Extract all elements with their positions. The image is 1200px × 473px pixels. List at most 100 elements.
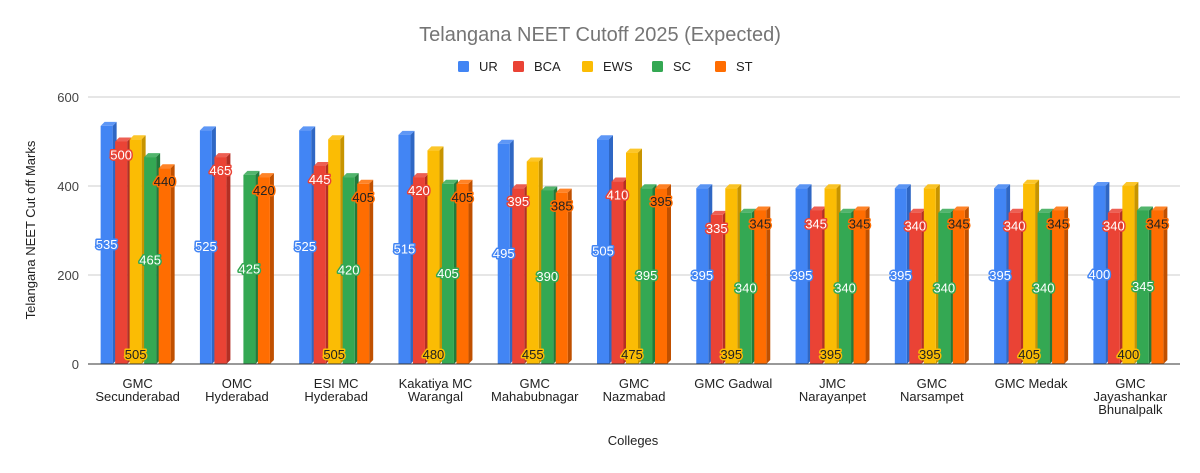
legend: UR BCA EWS SC ST bbox=[458, 59, 753, 74]
data-label-st: 405 bbox=[452, 190, 474, 205]
bar-ews bbox=[1023, 179, 1040, 364]
data-label-ur: 505 bbox=[592, 244, 614, 259]
bar-ews bbox=[526, 157, 543, 364]
legend-label: EWS bbox=[603, 59, 633, 74]
legend-label: UR bbox=[479, 59, 498, 74]
data-label-ews: 395 bbox=[820, 347, 842, 362]
data-label-sc: 465 bbox=[139, 253, 161, 268]
legend-item-bca[interactable]: BCA bbox=[513, 59, 561, 74]
data-label-bca: 340 bbox=[904, 219, 926, 234]
data-label-ur: 395 bbox=[989, 268, 1011, 283]
data-label-ews: 395 bbox=[720, 347, 742, 362]
data-label-ur: 525 bbox=[294, 239, 316, 254]
bar-bca bbox=[313, 161, 330, 364]
x-tick-label: GMC Secunderabad bbox=[95, 376, 180, 404]
data-label-bca: 445 bbox=[309, 172, 331, 187]
data-labels: 535 500 505 465 440 525 465 425 420 525 445 505 420 4… bbox=[94, 146, 1169, 364]
legend-swatch bbox=[652, 61, 663, 72]
data-label-sc: 420 bbox=[338, 263, 360, 278]
x-tick-label: Kakatiya MC Warangal bbox=[399, 376, 473, 404]
data-label-bca: 410 bbox=[607, 188, 629, 203]
bar-st bbox=[257, 173, 274, 364]
bar-group bbox=[398, 130, 473, 364]
data-label-bca: 345 bbox=[805, 216, 827, 231]
x-tick-label: GMC Narsampet bbox=[900, 376, 964, 404]
data-label-sc: 405 bbox=[437, 266, 459, 281]
data-label-ews: 475 bbox=[621, 347, 643, 362]
x-tick-label: GMC Mahabubnagar bbox=[491, 376, 579, 404]
bar-ews bbox=[725, 184, 742, 364]
legend-item-ews[interactable]: EWS bbox=[582, 59, 633, 74]
data-label-ur: 495 bbox=[493, 246, 515, 261]
x-tick-label: GMC Gadwal bbox=[694, 376, 772, 391]
chart-title: Telangana NEET Cutoff 2025 (Expected) bbox=[419, 24, 781, 46]
bar-ews bbox=[626, 148, 642, 364]
data-label-ews: 455 bbox=[522, 347, 544, 362]
legend-label: SC bbox=[673, 59, 691, 74]
bar-group bbox=[597, 135, 671, 364]
y-tick-label: 0 bbox=[72, 357, 79, 372]
x-tick-label: GMC Nazmabad bbox=[603, 376, 666, 404]
legend-item-sc[interactable]: SC bbox=[652, 59, 691, 74]
data-label-sc: 390 bbox=[536, 269, 558, 284]
bar-st bbox=[952, 206, 969, 364]
data-label-bca: 500 bbox=[110, 148, 132, 163]
data-label-st: 345 bbox=[749, 216, 771, 231]
data-label-st: 395 bbox=[650, 194, 672, 209]
x-tick-label: OMC Hyderabad bbox=[205, 376, 269, 404]
bar-group bbox=[299, 126, 374, 364]
data-label-sc: 340 bbox=[1033, 280, 1055, 295]
bar-bca bbox=[611, 177, 628, 364]
data-label-ur: 395 bbox=[791, 268, 813, 283]
legend-item-ur[interactable]: UR bbox=[458, 59, 498, 74]
bar-ews bbox=[427, 146, 444, 364]
data-label-sc: 345 bbox=[1132, 279, 1154, 294]
x-tick-label: GMC Medak bbox=[995, 376, 1068, 391]
data-label-ur: 525 bbox=[195, 239, 217, 254]
data-label-sc: 425 bbox=[239, 261, 261, 276]
data-label-bca: 420 bbox=[408, 183, 430, 198]
legend-swatch bbox=[582, 61, 593, 72]
data-label-bca: 340 bbox=[1004, 219, 1026, 234]
bar-ews bbox=[824, 184, 841, 364]
data-label-ews: 405 bbox=[1018, 347, 1040, 362]
bar-bca bbox=[412, 173, 429, 364]
data-label-bca: 395 bbox=[507, 194, 529, 209]
bar-st bbox=[1052, 206, 1069, 364]
bar-st bbox=[853, 206, 870, 364]
data-label-st: 420 bbox=[253, 183, 275, 198]
bar-st bbox=[158, 164, 175, 364]
data-label-ur: 535 bbox=[96, 237, 118, 252]
data-label-st: 345 bbox=[849, 216, 871, 231]
bar-group bbox=[994, 179, 1069, 364]
data-label-ur: 515 bbox=[394, 241, 416, 256]
bar-group bbox=[696, 184, 771, 364]
data-label-sc: 395 bbox=[636, 268, 658, 283]
bar-ur bbox=[1093, 182, 1110, 364]
bar-st bbox=[655, 184, 671, 364]
data-label-sc: 340 bbox=[735, 280, 757, 295]
bar-st bbox=[357, 179, 374, 364]
x-axis-title: Colleges bbox=[608, 433, 659, 448]
legend-item-st[interactable]: ST bbox=[715, 59, 753, 74]
bar-ews bbox=[129, 135, 146, 364]
x-axis-ticks: GMC Secunderabad OMC Hyderabad ESI MC Hyderab… bbox=[95, 376, 1168, 417]
bar-ews bbox=[1122, 182, 1139, 364]
y-tick-label: 600 bbox=[57, 90, 79, 105]
data-label-bca: 335 bbox=[706, 221, 728, 236]
bar-st bbox=[555, 188, 572, 364]
bar-group bbox=[894, 184, 969, 364]
data-label-bca: 465 bbox=[210, 163, 232, 178]
bar-group bbox=[100, 121, 175, 364]
y-axis-title: Telangana NEET Cut off Marks bbox=[23, 140, 38, 319]
data-label-ur: 395 bbox=[691, 268, 713, 283]
data-label-ur: 395 bbox=[890, 268, 912, 283]
legend-swatch bbox=[715, 61, 726, 72]
y-tick-label: 400 bbox=[57, 179, 79, 194]
data-label-ur: 400 bbox=[1089, 267, 1111, 282]
data-label-ews: 400 bbox=[1118, 347, 1140, 362]
data-label-st: 345 bbox=[1047, 216, 1069, 231]
bar-group bbox=[497, 139, 572, 364]
bar-st bbox=[456, 179, 473, 364]
